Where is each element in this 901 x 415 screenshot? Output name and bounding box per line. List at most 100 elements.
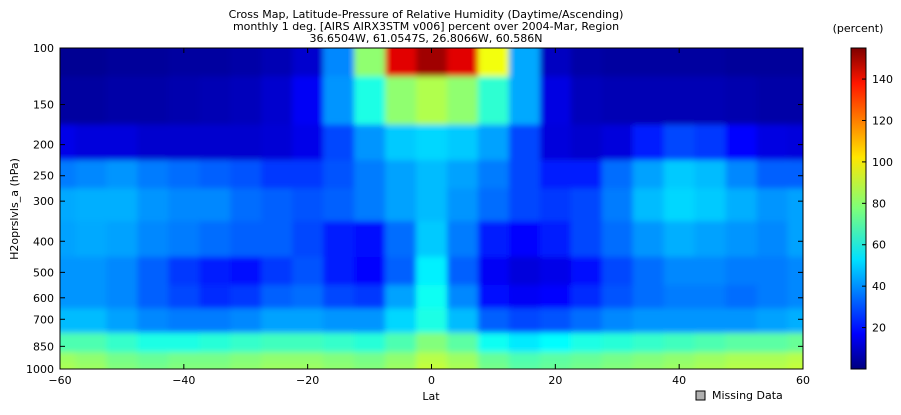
colorbar-tick-label: 100 — [872, 156, 893, 169]
heatmap-cell — [694, 363, 727, 369]
heatmap-cell — [354, 124, 386, 161]
heatmap-cell — [292, 285, 324, 310]
heatmap-cell — [508, 285, 541, 310]
heatmap-cell — [354, 256, 386, 286]
heatmap-cell — [447, 188, 479, 222]
y-tick-label: 500 — [33, 266, 54, 279]
heatmap-cell — [632, 160, 665, 190]
heatmap-cell — [60, 308, 77, 334]
heatmap-cell — [261, 160, 293, 190]
heatmap-cell — [632, 256, 665, 286]
heatmap-cell — [168, 332, 201, 353]
heatmap-cell — [323, 332, 355, 353]
heatmap-cell — [230, 124, 263, 161]
heatmap-cell — [508, 332, 541, 353]
heatmap-cell — [354, 188, 386, 222]
heatmap-cell — [725, 221, 758, 258]
heatmap-cell — [787, 332, 803, 353]
heatmap-cell — [137, 160, 170, 190]
x-tick-label: 0 — [428, 374, 435, 387]
heatmap-cell — [75, 221, 108, 258]
x-tick-label: 60 — [796, 374, 810, 387]
heatmap-cell — [508, 256, 541, 286]
heatmap-cell — [137, 308, 170, 334]
heatmap-cell — [323, 352, 355, 365]
heatmap-cell — [539, 76, 572, 126]
heatmap-cell — [539, 160, 572, 190]
heatmap-cell — [199, 76, 232, 126]
heatmap-cell — [106, 332, 139, 353]
heatmap-cell — [60, 285, 77, 310]
heatmap-cell — [570, 332, 603, 353]
heatmap-cell — [508, 188, 541, 222]
heatmap-cell — [385, 308, 417, 334]
missing-data-swatch — [695, 390, 706, 401]
heatmap-cell — [230, 188, 263, 222]
heatmap-cell — [756, 160, 789, 190]
heatmap-cell — [694, 124, 727, 161]
heatmap-cell — [632, 332, 665, 353]
heatmap-cell — [725, 352, 758, 365]
heatmap-cell — [199, 160, 232, 190]
heatmap-cell — [570, 76, 603, 126]
heatmap-cell — [570, 221, 603, 258]
heatmap-cell — [447, 352, 479, 365]
heatmap-cell — [261, 332, 293, 353]
heatmap-cell — [416, 332, 448, 353]
heatmap-cell — [416, 124, 448, 161]
heatmap-cell — [663, 221, 696, 258]
heatmap-cell — [632, 76, 665, 126]
heatmap-cell — [323, 76, 355, 126]
heatmap-cell — [168, 124, 201, 161]
heatmap-cell — [230, 256, 263, 286]
heatmap-cell — [137, 76, 170, 126]
heatmap-cell — [570, 160, 603, 190]
heatmap-cells — [60, 48, 803, 369]
heatmap-cell — [787, 285, 803, 310]
heatmap-cell — [106, 76, 139, 126]
heatmap-cell — [756, 285, 789, 310]
heatmap-cell — [75, 308, 108, 334]
heatmap-cell — [385, 188, 417, 222]
heatmap-cell — [60, 76, 77, 126]
heatmap-cell — [632, 352, 665, 365]
colorbar-gradient — [850, 47, 867, 370]
heatmap-cell — [354, 363, 386, 369]
heatmap-cell — [663, 308, 696, 334]
heatmap-cell — [168, 76, 201, 126]
heatmap-cell — [199, 188, 232, 222]
heatmap-cell — [725, 124, 758, 161]
heatmap-cell — [756, 76, 789, 126]
heatmap-cell — [570, 124, 603, 161]
heatmap-cell — [756, 188, 789, 222]
heatmap-cell — [508, 221, 541, 258]
heatmap-cell — [508, 308, 541, 334]
heatmap-cell — [632, 188, 665, 222]
heatmap-cell — [354, 352, 386, 365]
heatmap-cell — [632, 308, 665, 334]
heatmap-cell — [292, 308, 324, 334]
heatmap-cell — [292, 160, 324, 190]
heatmap-cell — [354, 332, 386, 353]
heatmap-cell — [694, 352, 727, 365]
heatmap-cell — [477, 188, 510, 222]
heatmap-cell — [323, 285, 355, 310]
heatmap-cell — [230, 76, 263, 126]
heatmap-cell — [385, 363, 417, 369]
colorbar-label: (percent) — [833, 22, 884, 35]
heatmap-cell — [416, 285, 448, 310]
heatmap-cell — [632, 363, 665, 369]
heatmap-cell — [570, 188, 603, 222]
heatmap-cell — [416, 308, 448, 334]
heatmap-cell — [725, 48, 758, 77]
heatmap-cell — [60, 352, 77, 365]
heatmap-cell — [694, 221, 727, 258]
heatmap-cell — [416, 256, 448, 286]
heatmap-cell — [385, 48, 417, 77]
heatmap-cell — [385, 285, 417, 310]
heatmap-cell — [663, 124, 696, 161]
heatmap-cell — [725, 363, 758, 369]
heatmap-cell — [199, 124, 232, 161]
heatmap-cell — [477, 124, 510, 161]
